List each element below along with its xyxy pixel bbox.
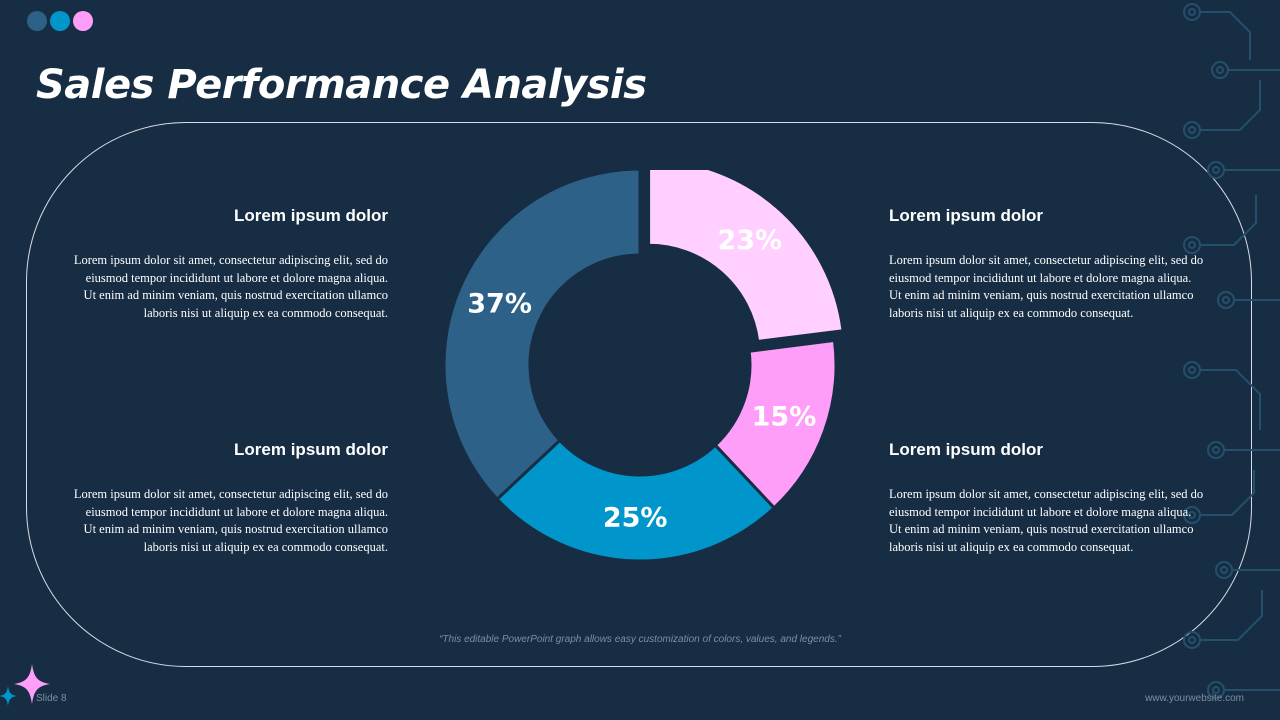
dot-dark-blue <box>27 11 47 31</box>
slide-number: Slide 8 <box>36 693 67 704</box>
donut-label-2: 15% <box>752 401 817 432</box>
donut-chart: 23% 15% 25% 37% <box>442 170 845 563</box>
block-heading: Lorem ipsum dolor <box>889 206 1043 225</box>
text-block-top-left: Lorem ipsum dolor Lorem ipsum dolor sit … <box>56 206 388 322</box>
block-paragraph: Ut enim ad minim veniam, quis nostrud ex… <box>83 522 388 554</box>
block-heading: Lorem ipsum dolor <box>234 440 388 459</box>
dot-light-blue <box>50 11 70 31</box>
text-block-bottom-right: Lorem ipsum dolor Lorem ipsum dolor sit … <box>889 440 1221 556</box>
donut-label-4: 37% <box>467 289 532 320</box>
donut-slice-4 <box>442 170 642 502</box>
block-paragraph: Lorem ipsum dolor sit amet, consectetur … <box>73 253 388 285</box>
block-paragraph: Lorem ipsum dolor sit amet, consectetur … <box>73 487 388 519</box>
block-paragraph: Ut enim ad minim veniam, quis nostrud ex… <box>83 288 388 320</box>
slide-title: Sales Performance Analysis <box>36 62 647 108</box>
dot-pink <box>73 11 93 31</box>
block-paragraph: Lorem ipsum dolor sit amet, consectetur … <box>889 253 1204 285</box>
block-paragraph: Ut enim ad minim veniam, quis nostrud ex… <box>889 288 1194 320</box>
circuit-pattern-decoration <box>1183 3 1280 699</box>
donut-label-1: 23% <box>717 225 782 256</box>
content-frame <box>26 122 1252 667</box>
block-heading: Lorem ipsum dolor <box>234 206 388 225</box>
window-dots <box>27 11 93 31</box>
donut-label-3: 25% <box>603 502 668 533</box>
text-block-top-right: Lorem ipsum dolor Lorem ipsum dolor sit … <box>889 206 1221 322</box>
block-heading: Lorem ipsum dolor <box>889 440 1043 459</box>
block-paragraph: Lorem ipsum dolor sit amet, consectetur … <box>889 487 1204 519</box>
donut-slice-3 <box>495 438 777 563</box>
website-url: www.yourwebsite.com <box>1145 693 1244 704</box>
text-block-bottom-left: Lorem ipsum dolor Lorem ipsum dolor sit … <box>56 440 388 556</box>
chart-caption: “This editable PowerPoint graph allows e… <box>439 634 841 645</box>
donut-slice-1 <box>647 170 845 344</box>
sparkle-icon <box>0 664 50 706</box>
block-paragraph: Ut enim ad minim veniam, quis nostrud ex… <box>889 522 1194 554</box>
